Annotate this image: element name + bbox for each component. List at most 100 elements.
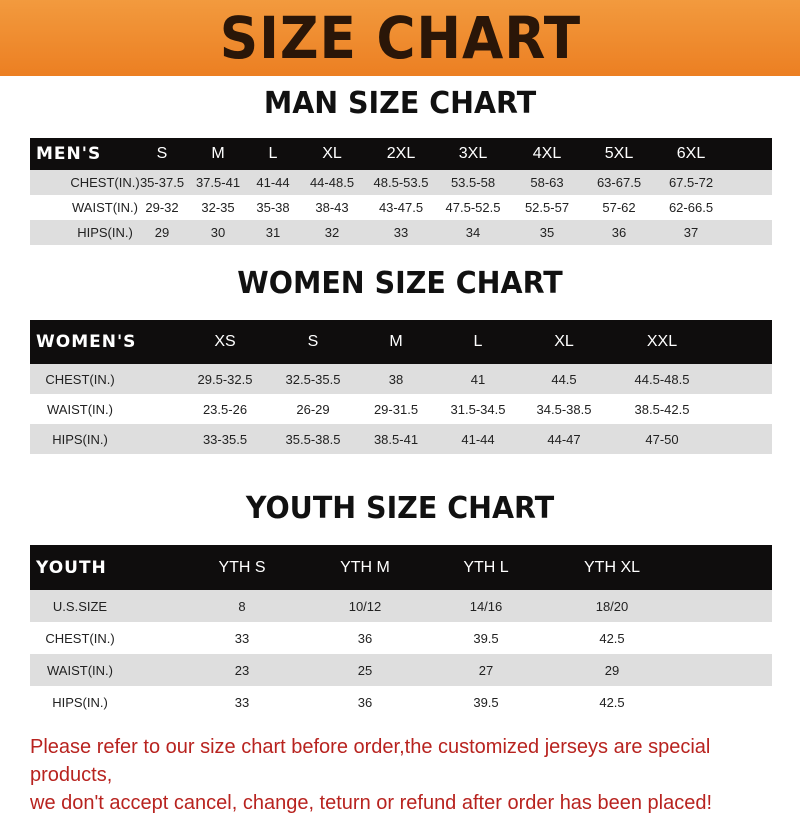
table-cell: 44.5-48.5 bbox=[634, 371, 690, 387]
table-cell: 38-43 bbox=[315, 200, 349, 215]
table-cell: 53.5-58 bbox=[450, 175, 496, 190]
table-cell: 30 bbox=[210, 225, 226, 240]
size-header-cell: S bbox=[307, 333, 319, 350]
table-cell: 35.5-38.5 bbox=[285, 431, 341, 447]
table-cell: 33 bbox=[234, 630, 250, 646]
table-cell: 36 bbox=[611, 225, 627, 240]
row-label: WAIST(IN.) bbox=[72, 200, 138, 215]
table-cell: 31.5-34.5 bbox=[450, 401, 506, 417]
table-cell: 33 bbox=[234, 694, 250, 710]
table-cell: 34 bbox=[465, 225, 481, 240]
table-cell: 29-32 bbox=[145, 200, 179, 215]
size-header-cell: YTH S bbox=[218, 558, 266, 576]
table-cell: 33 bbox=[393, 225, 409, 240]
table-cell: 23 bbox=[234, 662, 250, 678]
table-title-cell: MEN'S bbox=[36, 144, 102, 164]
table-cell: 18/20 bbox=[595, 598, 629, 614]
size-header-cell: L bbox=[473, 333, 483, 350]
table-cell: 29 bbox=[604, 662, 620, 678]
table-cell: 32 bbox=[324, 225, 340, 240]
table-title-cell: YOUTH bbox=[36, 557, 107, 578]
table-cell: 44-47 bbox=[547, 431, 581, 447]
table-cell: 34.5-38.5 bbox=[536, 401, 592, 417]
row-label: WAIST(IN.) bbox=[47, 662, 113, 678]
size-header-cell: XL bbox=[322, 145, 342, 162]
table-cell: 67.5-72 bbox=[668, 175, 714, 190]
table-cell: 38 bbox=[388, 371, 404, 387]
row-label: HIPS(IN.) bbox=[52, 431, 108, 447]
table-cell: 29 bbox=[154, 225, 170, 240]
size-header-cell: L bbox=[268, 145, 278, 162]
table-cell: 23.5-26 bbox=[202, 401, 248, 417]
size-header-cell: 5XL bbox=[604, 145, 634, 162]
table-cell: 48.5-53.5 bbox=[373, 175, 429, 190]
size-header-cell: S bbox=[156, 145, 168, 162]
row-label: CHEST(IN.) bbox=[70, 175, 140, 190]
page-title: SIZE CHART bbox=[219, 4, 581, 72]
table-cell: 32.5-35.5 bbox=[285, 371, 341, 387]
size-header-cell: 6XL bbox=[676, 145, 706, 162]
size-header-cell: YTH M bbox=[340, 558, 390, 576]
row-label: WAIST(IN.) bbox=[47, 401, 113, 417]
table-cell: 26-29 bbox=[296, 401, 330, 417]
size-header-cell: 4XL bbox=[532, 145, 562, 162]
table-cell: 43-47.5 bbox=[378, 200, 424, 215]
table-row: HIPS(IN.) 33 36 39.5 42.5 bbox=[30, 686, 772, 718]
row-label: CHEST(IN.) bbox=[45, 630, 115, 646]
table-cell: 44.5 bbox=[551, 371, 577, 387]
table-cell: 37.5-41 bbox=[195, 175, 241, 190]
table-cell: 33-35.5 bbox=[202, 431, 248, 447]
size-header-cell: M bbox=[389, 333, 403, 350]
table-title-cell: WOMEN'S bbox=[36, 332, 137, 352]
table-row: WAIST(IN.) 23.5-26 26-29 29-31.5 31.5-34.5 34… bbox=[30, 394, 772, 424]
table-row: WAIST(IN.) 23 25 27 29 bbox=[30, 654, 772, 686]
table-row: HIPS(IN.) 33-35.5 35.5-38.5 38.5-41 41-44 44-… bbox=[30, 424, 772, 454]
size-header-cell: XXL bbox=[646, 333, 678, 350]
table-cell: 47-50 bbox=[645, 431, 679, 447]
table-cell: 35-38 bbox=[256, 200, 290, 215]
notice-line-1: Please refer to our size chart before or… bbox=[30, 736, 711, 786]
table-row: HIPS(IN.) 29 30 31 32 33 34 35 36 37 bbox=[30, 220, 772, 245]
table-cell: 32-35 bbox=[201, 200, 235, 215]
size-header-cell: 3XL bbox=[458, 145, 488, 162]
table-cell: 42.5 bbox=[599, 694, 625, 710]
table-cell: 39.5 bbox=[473, 630, 499, 646]
table-cell: 25 bbox=[357, 662, 373, 678]
header-row: YOUTH YTH S YTH M YTH L YTH XL bbox=[30, 545, 772, 590]
table-cell: 38.5-41 bbox=[373, 431, 419, 447]
table-cell: 31 bbox=[265, 225, 281, 240]
size-header-cell: XS bbox=[214, 333, 236, 350]
women-size-table: WOMEN'S XS S M L XL XXL CHEST(IN.) 29.5-32.5 32.5… bbox=[30, 320, 772, 454]
table-cell: 41-44 bbox=[256, 175, 290, 190]
table-cell: 10/12 bbox=[348, 598, 382, 614]
table-cell: 41 bbox=[470, 371, 486, 387]
men-size-table: MEN'S S M L XL 2XL 3XL 4XL 5XL 6XL CHEST(IN.) 35-37… bbox=[30, 138, 772, 245]
table-cell: 47.5-52.5 bbox=[445, 200, 501, 215]
table-cell: 38.5-42.5 bbox=[634, 401, 690, 417]
table-row: CHEST(IN.) 35-37.5 37.5-41 41-44 44-48.5 48.5… bbox=[30, 170, 772, 195]
size-header-cell: XL bbox=[554, 333, 574, 350]
size-header-cell: YTH XL bbox=[583, 558, 641, 576]
table-cell: 29-31.5 bbox=[373, 401, 419, 417]
size-header-cell: M bbox=[211, 145, 225, 162]
table-cell: 63-67.5 bbox=[596, 175, 642, 190]
table-row: CHEST(IN.) 33 36 39.5 42.5 bbox=[30, 622, 772, 654]
table-cell: 62-66.5 bbox=[668, 200, 714, 215]
table-cell: 39.5 bbox=[473, 694, 499, 710]
title-banner: SIZE CHART bbox=[0, 0, 800, 76]
row-label: CHEST(IN.) bbox=[45, 371, 115, 387]
table-cell: 14/16 bbox=[469, 598, 503, 614]
table-cell: 57-62 bbox=[602, 200, 636, 215]
table-cell: 41-44 bbox=[461, 431, 495, 447]
women-section-title: WOMEN SIZE CHART bbox=[237, 266, 563, 301]
header-row: MEN'S S M L XL 2XL 3XL 4XL 5XL 6XL bbox=[30, 138, 772, 170]
size-header-cell: 2XL bbox=[386, 145, 416, 162]
men-section-title: MAN SIZE CHART bbox=[263, 86, 537, 121]
row-label: HIPS(IN.) bbox=[77, 225, 133, 240]
table-cell: 37 bbox=[683, 225, 699, 240]
table-cell: 35-37.5 bbox=[139, 175, 185, 190]
table-cell: 8 bbox=[238, 598, 246, 614]
table-cell: 27 bbox=[478, 662, 494, 678]
youth-section-title: YOUTH SIZE CHART bbox=[245, 491, 555, 526]
size-header-cell: YTH L bbox=[463, 558, 509, 576]
